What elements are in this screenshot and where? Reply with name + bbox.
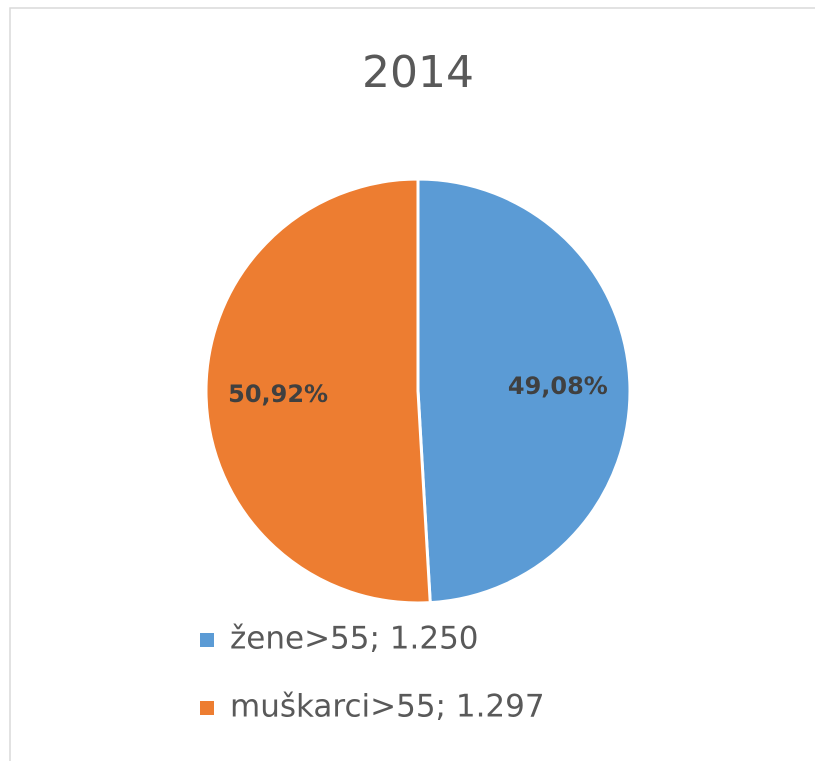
data-label: 50,92% — [228, 380, 328, 408]
data-label: 49,08% — [508, 372, 608, 400]
pie-slice — [416, 177, 632, 605]
pie-slice — [204, 177, 432, 605]
legend-label: muškarci>55; 1.297 — [230, 689, 545, 725]
chart-frame — [9, 7, 815, 761]
legend-swatch — [200, 701, 214, 715]
chart-title: 2014 — [362, 47, 474, 98]
legend-swatch — [200, 633, 214, 647]
legend-label: žene>55; 1.250 — [230, 621, 479, 657]
